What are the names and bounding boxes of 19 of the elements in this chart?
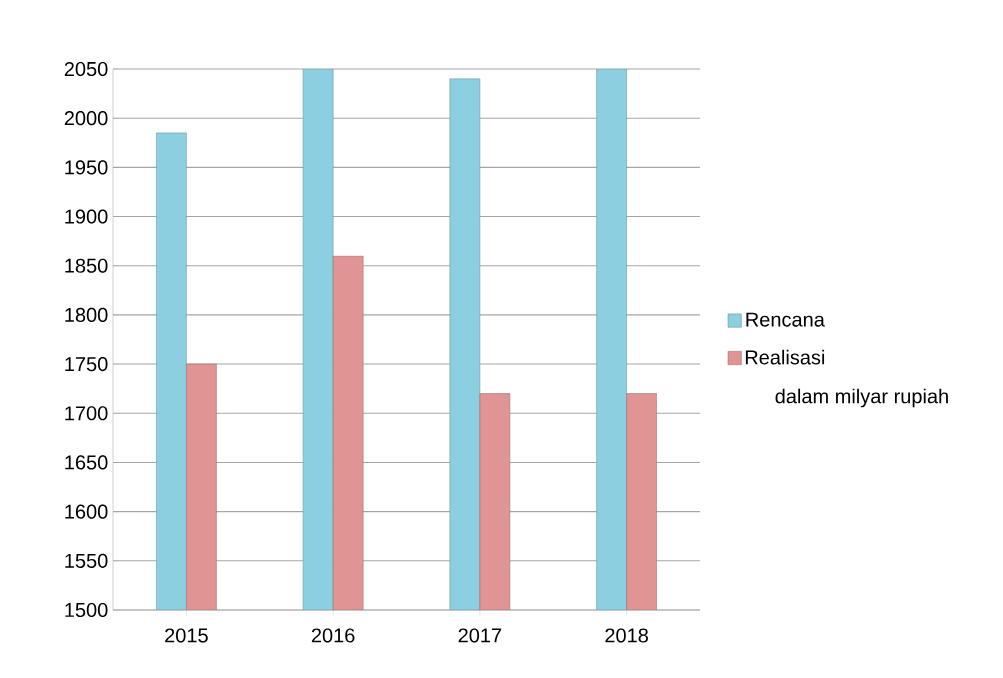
y-tick-label: 2000 xyxy=(64,111,108,126)
x-tick-label: 2018 xyxy=(605,628,648,643)
y-tick-label: 1700 xyxy=(65,406,108,421)
y-tick-label: 1600 xyxy=(65,504,108,519)
y-tick-label: 1800 xyxy=(65,307,108,322)
x-tick-label: 2016 xyxy=(311,628,355,643)
y-tick-label: 1650 xyxy=(65,455,108,470)
y-tick-label: 1850 xyxy=(65,258,108,273)
y-tick-label: 1750 xyxy=(65,357,108,372)
y-tick-label: 1950 xyxy=(65,160,108,175)
legend-label: Rencana xyxy=(746,312,825,327)
y-tick-label: 1900 xyxy=(65,209,108,224)
text: dalam milyar rupiah xyxy=(775,388,948,408)
legend-label: Realisasi xyxy=(745,349,825,365)
y-tick-label: 1500 xyxy=(65,602,108,618)
y-tick-label: 2050 xyxy=(64,61,108,77)
x-tick-label: 2015 xyxy=(165,628,208,643)
x-tick-label: 2017 xyxy=(458,628,502,643)
y-tick-label: 1550 xyxy=(65,553,108,568)
